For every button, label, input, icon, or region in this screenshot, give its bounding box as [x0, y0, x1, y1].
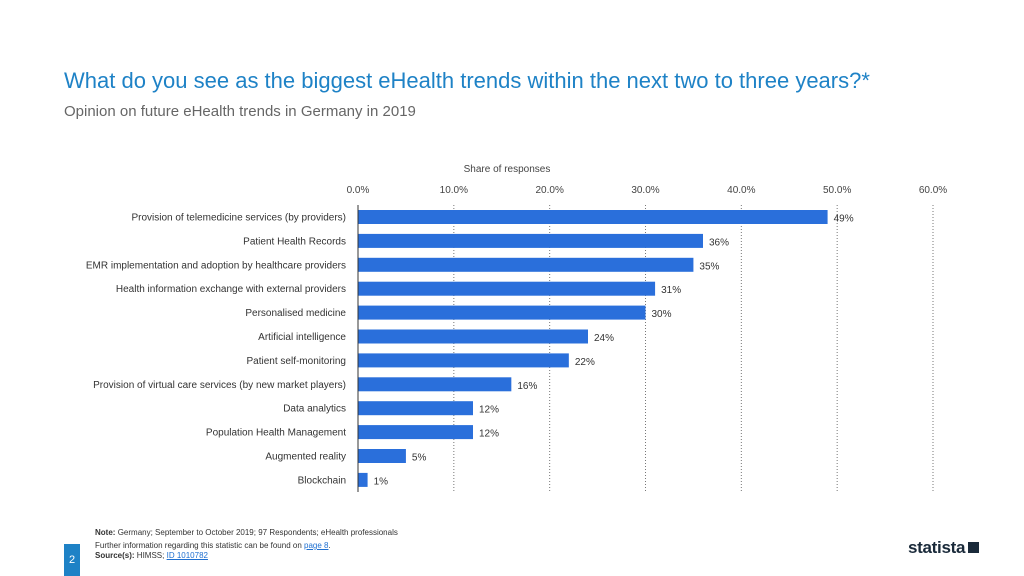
category-label: Personalised medicine — [245, 308, 346, 319]
page-number: 2 — [64, 544, 80, 576]
category-label: Augmented reality — [265, 452, 346, 463]
source-label: Source(s): — [95, 551, 135, 560]
source-link[interactable]: ID 1010782 — [166, 551, 208, 560]
value-label: 1% — [374, 476, 389, 487]
value-label: 36% — [709, 237, 729, 248]
x-tick-label: 20.0% — [535, 185, 563, 196]
info-line: Further information regarding this stati… — [95, 541, 331, 550]
source-text: HIMSS; — [136, 551, 165, 560]
source-line: Source(s): HIMSS; ID 1010782 — [95, 551, 208, 560]
value-label: 5% — [412, 453, 427, 464]
statista-logo[interactable]: statista — [908, 538, 980, 558]
bar — [358, 449, 406, 463]
value-label: 49% — [834, 214, 854, 225]
note-label: Note: — [95, 528, 116, 537]
x-tick-label: 0.0% — [347, 185, 370, 196]
bar — [358, 472, 368, 487]
bar — [358, 401, 473, 416]
bar — [358, 329, 588, 344]
bar — [358, 233, 703, 248]
bar — [358, 305, 646, 320]
note-line: Note: Germany; September to October 2019… — [95, 528, 398, 537]
value-label: 16% — [517, 381, 537, 392]
bar — [358, 210, 828, 224]
value-label: 12% — [479, 429, 499, 440]
value-label: 31% — [661, 285, 681, 296]
value-label: 24% — [594, 333, 614, 344]
chart-subtitle: Opinion on future eHealth trends in Germ… — [64, 103, 416, 120]
category-label: Artificial intelligence — [258, 332, 346, 343]
x-tick-label: 30.0% — [631, 185, 659, 196]
category-label: Population Health Management — [206, 428, 346, 439]
value-label: 30% — [652, 309, 672, 320]
x-axis-label: Share of responses — [464, 164, 551, 175]
x-tick-label: 40.0% — [727, 185, 755, 196]
statista-logo-icon — [968, 542, 980, 554]
bar — [358, 353, 569, 368]
category-label: Blockchain — [298, 475, 346, 486]
category-label: Patient self-monitoring — [247, 356, 347, 367]
bar — [358, 425, 473, 440]
bar — [358, 377, 512, 392]
bar — [358, 257, 694, 272]
category-label: EMR implementation and adoption by healt… — [86, 260, 346, 271]
brand-text: statista — [908, 538, 966, 557]
value-label: 35% — [699, 261, 719, 272]
note-text: Germany; September to October 2019; 97 R… — [117, 528, 398, 537]
chart-title: What do you see as the biggest eHealth t… — [64, 68, 870, 93]
x-tick-label: 50.0% — [823, 185, 851, 196]
info-text: Further information regarding this stati… — [95, 541, 302, 550]
category-label: Health information exchange with externa… — [116, 284, 346, 295]
value-label: 22% — [575, 357, 595, 368]
category-label: Data analytics — [283, 404, 346, 415]
value-label: 12% — [479, 405, 499, 416]
category-label: Provision of virtual care services (by n… — [93, 380, 346, 391]
x-tick-label: 10.0% — [440, 185, 468, 196]
category-label: Patient Health Records — [243, 236, 346, 247]
x-tick-label: 60.0% — [919, 185, 947, 196]
info-link[interactable]: page 8 — [304, 541, 329, 550]
bar — [358, 281, 656, 296]
category-label: Provision of telemedicine services (by p… — [131, 213, 346, 224]
